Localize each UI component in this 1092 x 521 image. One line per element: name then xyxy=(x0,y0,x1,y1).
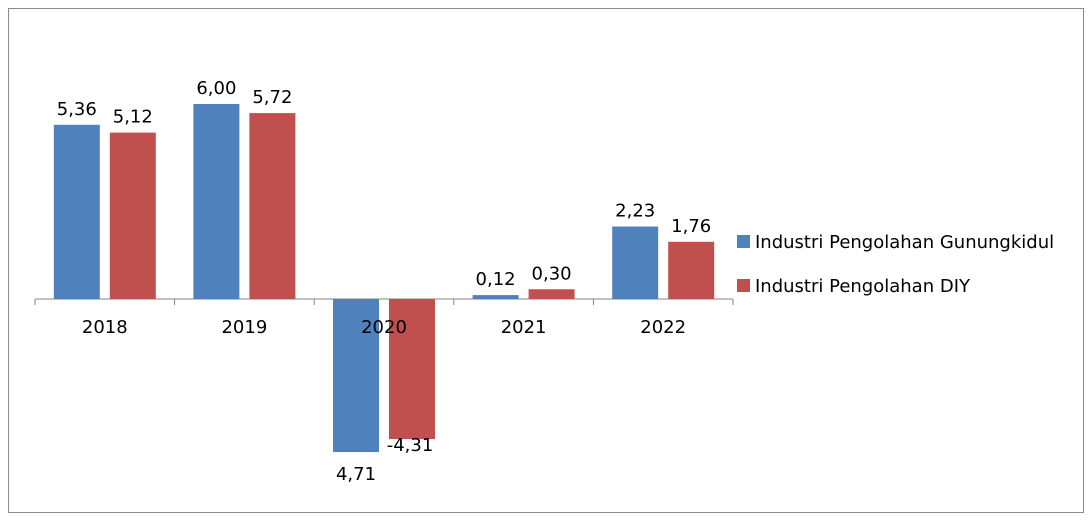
data-label: 5,36 xyxy=(57,99,97,120)
legend-label: Industri Pengolahan DIY xyxy=(755,276,971,297)
bar xyxy=(53,124,100,299)
legend-swatch xyxy=(737,279,750,292)
bar xyxy=(193,104,240,299)
labels-layer: 5,36 5,12 2018 6,00 5,72 2019 4,71 -4,31 2020 0,1… xyxy=(57,78,711,485)
bar-chart: 5,36 5,12 2018 6,00 5,72 2019 4,71 -4,31 2020 0,1… xyxy=(34,78,1054,485)
data-label: 0,30 xyxy=(532,263,572,284)
data-label: -4,31 xyxy=(387,435,434,456)
legend-swatch xyxy=(737,235,750,248)
x-tick-label: 2022 xyxy=(640,317,686,338)
x-tick-label: 2020 xyxy=(361,317,407,338)
x-tick-label: 2021 xyxy=(501,317,547,338)
bar xyxy=(668,241,715,299)
data-label: 1,76 xyxy=(671,216,711,237)
legend-label: Industri Pengolahan Gunungkidul xyxy=(755,232,1054,253)
axis-layer xyxy=(34,298,734,305)
data-label: 0,12 xyxy=(476,269,516,290)
chart-frame: 5,36 5,12 2018 6,00 5,72 2019 4,71 -4,31 2020 0,1… xyxy=(8,8,1084,513)
x-tick-label: 2019 xyxy=(221,317,267,338)
bar xyxy=(333,299,379,453)
bar xyxy=(528,289,575,299)
data-label: 2,23 xyxy=(615,201,655,222)
bar xyxy=(249,113,296,299)
bar xyxy=(389,299,435,440)
bars-layer xyxy=(53,104,715,453)
data-label: 4,71 xyxy=(336,464,376,485)
legend: Industri Pengolahan Gunungkidul Industri … xyxy=(737,232,1054,297)
bar xyxy=(109,132,156,299)
x-tick-label: 2018 xyxy=(82,317,128,338)
bar xyxy=(612,226,659,299)
data-label: 6,00 xyxy=(196,78,236,99)
data-label: 5,72 xyxy=(252,87,292,108)
data-label: 5,12 xyxy=(113,107,153,128)
bar xyxy=(472,295,519,299)
